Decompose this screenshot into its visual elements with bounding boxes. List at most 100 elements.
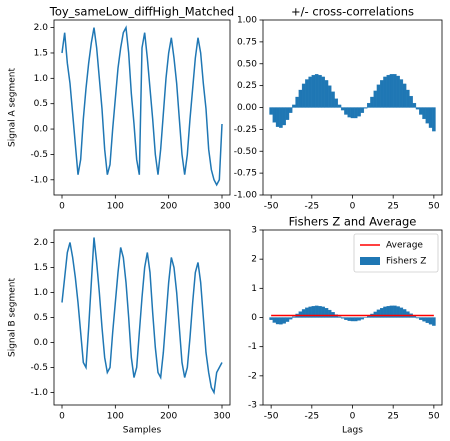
bar [337,104,342,108]
y-tick-label: -3 [248,401,257,411]
y-tick-label: -0.50 [234,147,258,157]
legend-swatch [360,257,380,265]
y-tick-label: 2.0 [34,238,49,248]
y-tick-label: -1.00 [234,191,258,201]
y-tick-label: 2 [251,255,257,265]
y-tick-label: 3 [251,226,257,236]
bar [344,317,348,320]
bar [275,317,280,325]
bar [376,309,381,318]
x-tick-label: 25 [387,412,398,422]
x-tick-label: 300 [213,412,230,422]
y-tick-label: 0.0 [34,338,49,348]
x-tick-label: -25 [304,412,319,422]
y-tick-label: 1.5 [34,263,48,273]
x-tick-label: -25 [304,202,319,212]
bar [298,89,303,108]
bar [370,96,374,108]
y-tick-label: -0.25 [234,125,257,135]
x-tick-label: 50 [428,202,440,212]
bar [321,76,325,108]
bar [360,317,365,320]
y-tick-label: -0.5 [30,150,48,160]
y-tick-label: 0.25 [237,81,257,91]
bar [340,317,345,319]
bar [380,80,384,108]
x-tick-label: -50 [264,202,279,212]
x-tick-label: 300 [213,202,230,212]
y-axis-label: Signal B segment [8,278,18,357]
bar [412,315,417,318]
bar [324,80,329,108]
bar [376,84,381,108]
bar [295,96,299,108]
bar [282,107,286,126]
bar [357,107,361,117]
bar [298,311,303,318]
bar [311,74,316,108]
bar [373,311,378,318]
bar [432,107,436,132]
chart-title: Fishers Z and Average [289,215,417,229]
x-tick-label: 200 [160,412,177,422]
y-tick-label: 0.00 [237,103,257,113]
x-tick-label: 25 [387,202,398,212]
bar [402,309,407,318]
bar [428,107,433,128]
bar [402,83,407,108]
bar [350,317,355,322]
bar [327,309,332,318]
bar [347,107,352,118]
bar [396,75,400,108]
x-axis-label: Lags [342,426,363,436]
bar [415,107,420,110]
x-tick-label: 0 [59,412,65,422]
bar [366,102,371,108]
y-tick-label: 0.50 [237,59,257,69]
bar [337,316,342,318]
bar [272,317,277,323]
bar [360,107,365,113]
y-tick-label: -0.5 [30,363,48,373]
bar [399,79,404,108]
bar [353,317,358,322]
bar [282,317,286,324]
legend-label: Average [386,241,423,251]
bar [350,107,355,119]
y-tick-label: 0.5 [34,99,48,109]
bar [383,76,387,108]
y-tick-label: 0.5 [34,313,48,323]
y-tick-label: -1.0 [30,388,48,398]
bar [340,107,345,111]
y-tick-label: 1.0 [34,288,49,298]
bar [305,79,309,108]
y-tick-label: 0.0 [34,125,49,135]
bar [366,315,371,318]
bar [301,83,306,108]
bar [419,317,423,320]
bar [415,317,420,319]
bar [318,74,322,108]
bar [347,317,352,321]
bar [409,95,413,108]
bar [288,317,293,320]
axes-frame [53,19,231,196]
bar [292,316,296,318]
y-tick-label: -1.0 [30,175,48,185]
bar [357,317,361,321]
bar [269,317,273,320]
bar [353,107,358,119]
bar [419,107,423,115]
bar [331,91,335,108]
bar [269,107,273,115]
y-axis-label: Signal A segment [8,68,18,147]
bar [285,107,290,120]
y-tick-label: 0.75 [237,37,257,47]
x-tick-label: 0 [59,202,65,212]
bar [422,107,426,120]
bar [406,311,410,318]
bar [288,107,293,113]
bar [373,90,378,108]
bar [314,74,319,108]
y-tick-label: 0 [251,313,257,323]
